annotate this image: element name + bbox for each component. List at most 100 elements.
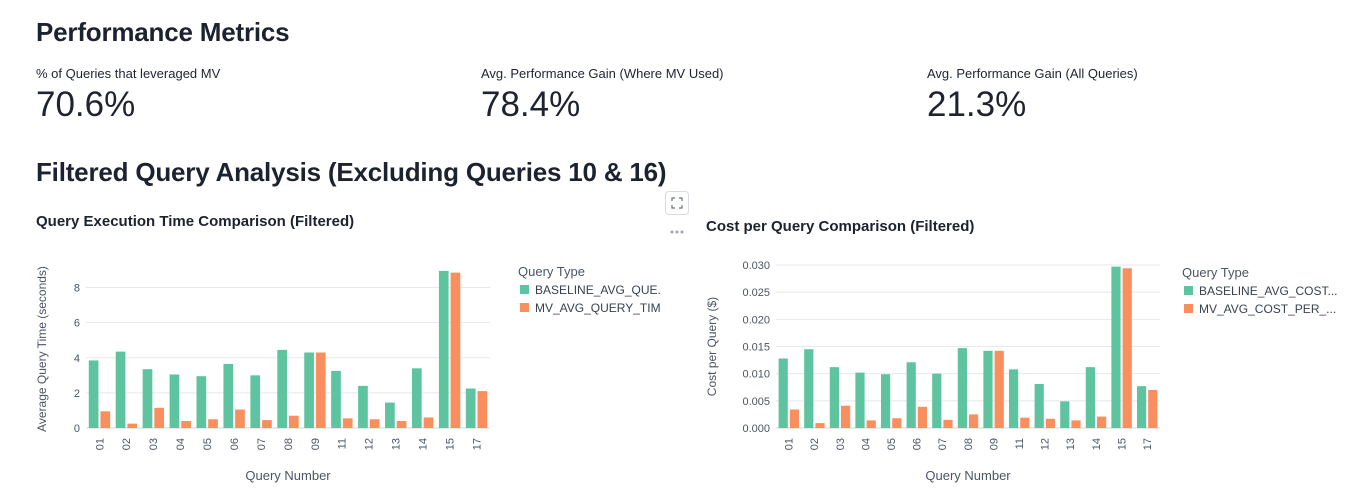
x-axis-title: Query Number <box>245 468 331 483</box>
mv-bar <box>1148 389 1158 428</box>
baseline-bar <box>932 373 942 428</box>
metric-value: 21.3% <box>927 85 1027 124</box>
cost-chart: Cost per Query Comparison (Filtered) 0.0… <box>700 210 1358 496</box>
x-tick-label: 13 <box>1065 438 1077 450</box>
baseline-bar <box>277 349 287 428</box>
baseline-bar <box>115 351 126 428</box>
x-tick-label: 05 <box>202 438 214 450</box>
chart-title: Query Execution Time Comparison (Filtere… <box>36 213 355 230</box>
y-tick-label: 0.030 <box>742 260 770 272</box>
y-tick-label: 0.010 <box>742 369 770 381</box>
baseline-bar <box>142 369 153 428</box>
filtered-query-analysis-heading: Filtered Query Analysis (Excluding Queri… <box>36 157 667 187</box>
baseline-bar <box>88 360 99 428</box>
x-axis-title: Query Number <box>925 468 1011 483</box>
y-tick-label: 6 <box>74 318 80 330</box>
y-tick-label: 0.020 <box>742 314 770 326</box>
baseline-bar <box>983 350 993 428</box>
cost-chart-plot: 0.000 0.005 0.010 0.015 0.020 0.025 0.030 01 02 0… <box>705 260 1338 483</box>
baseline-bar <box>196 376 207 428</box>
mv-bar <box>235 409 245 428</box>
y-tick-label: 8 <box>74 283 80 295</box>
baseline-bar <box>1085 367 1095 428</box>
mv-bar <box>262 420 272 428</box>
baseline-bar <box>855 372 865 428</box>
baseline-bar <box>1136 386 1147 428</box>
y-tick-label: 0 <box>74 423 80 435</box>
baseline-bar <box>957 348 967 428</box>
mv-bar <box>943 419 953 428</box>
x-tick-label: 06 <box>912 438 924 450</box>
y-tick-label: 0.025 <box>742 287 770 299</box>
x-tick-label: 09 <box>310 438 322 450</box>
x-tick-label: 07 <box>256 438 268 450</box>
x-tick-label: 17 <box>471 438 483 450</box>
expand-icon <box>671 197 683 209</box>
x-tick-label: 06 <box>229 438 241 450</box>
x-tick-label: 05 <box>886 438 898 450</box>
baseline-bar <box>1060 401 1070 428</box>
metric-label: % of Queries that leveraged MV <box>36 66 221 81</box>
x-tick-label: 14 <box>418 438 430 450</box>
x-tick-label: 11 <box>1014 438 1026 449</box>
mv-bar <box>289 415 299 428</box>
baseline-bar <box>1034 383 1044 428</box>
mv-bar <box>127 423 138 428</box>
legend-swatch <box>520 303 529 312</box>
baseline-bar <box>1008 369 1019 428</box>
baseline-bar <box>1111 266 1121 428</box>
legend-swatch <box>1184 304 1193 313</box>
mv-bar <box>477 391 488 428</box>
baseline-bar <box>778 358 788 428</box>
mv-bar <box>815 423 825 428</box>
mv-bar <box>841 405 851 428</box>
mv-bar <box>917 406 928 428</box>
y-tick-label: 0.000 <box>742 423 770 435</box>
baseline-bar <box>829 367 839 428</box>
mv-bar <box>208 419 218 428</box>
legend-swatch <box>1184 286 1193 295</box>
mv-bar <box>100 411 111 428</box>
mv-bar <box>315 352 326 428</box>
x-tick-label: 11 <box>337 438 349 449</box>
legend-label: BASELINE_AVG_QUE... <box>535 283 660 297</box>
more-options-button[interactable] <box>669 224 685 238</box>
metric-value: 70.6% <box>36 85 136 124</box>
baseline-bar <box>223 363 234 428</box>
expand-chart-button[interactable] <box>665 191 689 215</box>
mv-bar <box>342 418 353 428</box>
x-tick-label: 15 <box>444 438 456 450</box>
metric-label: Avg. Performance Gain (All Queries) <box>927 66 1138 81</box>
mv-bar <box>1097 416 1107 428</box>
legend-label: BASELINE_AVG_COST... <box>1199 284 1338 298</box>
mv-bar <box>789 409 800 428</box>
y-tick-label: 0.015 <box>742 342 770 354</box>
x-tick-label: 03 <box>835 438 847 450</box>
baseline-bar <box>411 368 422 428</box>
y-axis-title: Cost per Query ($) <box>705 297 719 396</box>
mv-bar <box>450 272 461 428</box>
legend-title: Query Type <box>518 264 585 279</box>
metric-mv-leverage: % of Queries that leveraged MV 70.6% <box>36 66 220 125</box>
x-tick-label: 08 <box>283 438 295 450</box>
query-time-chart: Query Execution Time Comparison (Filtere… <box>30 210 660 496</box>
x-tick-label: 02 <box>809 438 821 450</box>
baseline-bar <box>250 375 261 428</box>
x-tick-label: 02 <box>121 438 133 450</box>
baseline-bar <box>465 388 476 428</box>
x-tick-label: 12 <box>364 438 376 450</box>
mv-bar <box>994 350 1004 428</box>
baseline-bar <box>880 374 891 428</box>
mv-bar <box>154 407 165 428</box>
baseline-bar <box>438 270 449 428</box>
x-tick-label: 01 <box>784 438 796 450</box>
mv-bar <box>181 420 191 428</box>
baseline-bar <box>358 385 368 428</box>
x-tick-label: 01 <box>94 438 106 450</box>
legend-label: MV_AVG_QUERY_TIM... <box>535 301 660 315</box>
performance-metrics-heading: Performance Metrics <box>36 17 290 47</box>
y-tick-label: 4 <box>74 353 80 365</box>
baseline-bar <box>304 352 314 428</box>
y-axis-title: Average Query Time (seconds) <box>35 266 49 432</box>
